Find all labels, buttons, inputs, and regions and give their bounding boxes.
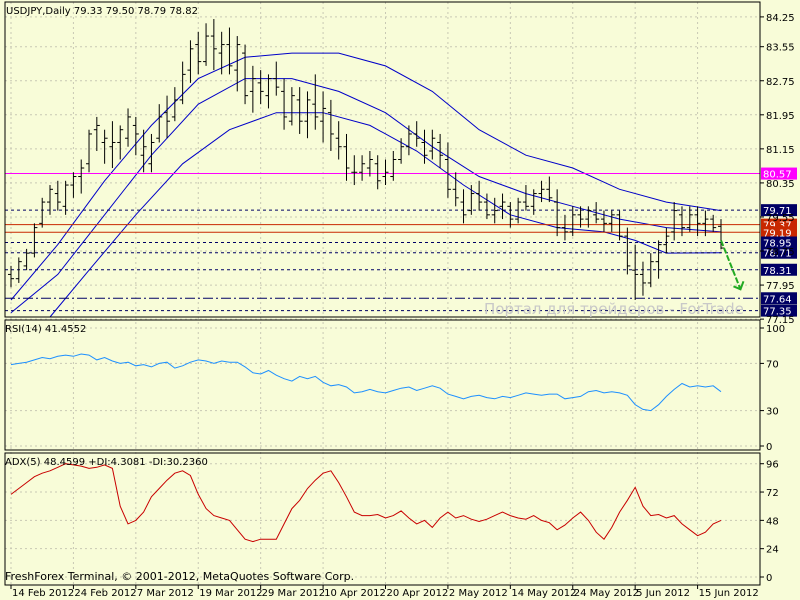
- x-tick-label: 15 Jun 2012: [699, 588, 759, 599]
- price-level-label: 78.95: [763, 239, 792, 250]
- x-tick-label: 20 Apr 2012: [387, 588, 449, 599]
- x-tick-label: 24 Feb 2012: [74, 588, 136, 599]
- rsi-tick-label: 0: [766, 442, 772, 453]
- x-tick-label: 19 Mar 2012: [199, 588, 262, 599]
- y-tick-label: 83.55: [766, 43, 795, 54]
- price-level-label-bg: [761, 263, 797, 276]
- rsi-tick-label: 70: [766, 359, 779, 370]
- price-level-label-bg: [761, 236, 797, 249]
- price-level-label: 80.57: [763, 170, 792, 181]
- x-tick-label: 14 Feb 2012: [12, 588, 74, 599]
- y-tick-label: 79.55: [766, 213, 795, 224]
- x-tick-label: 10 Apr 2012: [324, 588, 386, 599]
- envelope-middle-line: [10, 78, 722, 314]
- x-tick-label: 14 May 2012: [511, 588, 576, 599]
- footer-copyright: FreshForex Terminal, © 2001-2012, MetaQu…: [5, 570, 354, 583]
- adx-tick-label: 72: [766, 488, 779, 499]
- rsi-line: [10, 353, 722, 412]
- x-tick-label: 5 Jun 2012: [636, 588, 690, 599]
- price-level-label-bg: [761, 167, 797, 180]
- price-level-label: 79.19: [763, 228, 792, 239]
- x-tick-label: 24 May 2012: [574, 588, 639, 599]
- axes-layer: 14 Feb 2012 24 Feb 2012 7 Mar 2012 19 Mar 2…: [4, 1, 795, 599]
- x-tick-label: 7 Mar 2012: [137, 588, 194, 599]
- envelope-upper-line: [10, 52, 722, 301]
- y-tick-label: 77.95: [766, 281, 795, 292]
- panel-frame-1: [4, 1, 761, 318]
- price-level-label-bg: [761, 292, 797, 305]
- y-tick-label: 84.25: [766, 13, 795, 24]
- grid-layer: [5, 2, 760, 585]
- watermark-text: Портал для трейдеров - ForTrade: [484, 300, 744, 318]
- rsi-panel-header: RSI(14) 41.4552: [5, 324, 86, 335]
- forecast-arrow-head: [733, 280, 745, 291]
- rsi-tick-label: 30: [766, 407, 779, 418]
- price-level-label-bg: [761, 246, 797, 259]
- panel-frame-3: [4, 452, 761, 586]
- forecast-arrow-line: [720, 240, 742, 290]
- price-level-label: 77.35: [763, 307, 792, 318]
- panel-frame-2: [4, 319, 761, 451]
- rsi-panel: [10, 353, 722, 412]
- y-tick-label: 77.15: [766, 315, 795, 326]
- price-level-label-bg: [761, 204, 797, 217]
- y-tick-label: 80.35: [766, 179, 795, 190]
- price-level-label-bg: [761, 226, 797, 239]
- y-tick-label: 78.75: [766, 247, 795, 258]
- price-level-label: 79.71: [763, 206, 792, 217]
- main-panel-header: USDJPY,Daily 79.33 79.50 78.79 78.82: [6, 6, 198, 17]
- y-tick-label: 81.95: [766, 111, 795, 122]
- price-level-label: 77.64: [763, 294, 792, 305]
- adx-tick-label: 48: [766, 516, 779, 527]
- price-level-label: 78.31: [763, 266, 792, 277]
- price-level-label-bg: [761, 304, 797, 317]
- adx-panel-header: ADX(5) 48.4599 +DI:4.3081 -DI:30.2360: [5, 457, 208, 468]
- adx-tick-label: 0: [766, 573, 772, 584]
- price-level-label: 79.37: [763, 221, 792, 232]
- adx-line: [10, 463, 722, 543]
- price-level-label: 78.71: [763, 249, 792, 260]
- adx-panel: [10, 463, 722, 543]
- adx-tick-label: 96: [766, 460, 779, 471]
- rsi-tick-label: 100: [766, 324, 785, 335]
- x-tick-label: 29 Mar 2012: [262, 588, 325, 599]
- adx-tick-label: 24: [766, 545, 779, 556]
- x-tick-label: 2 May 2012: [449, 588, 508, 599]
- y-tick-label: 81.15: [766, 145, 795, 156]
- y-tick-label: 82.75: [766, 77, 795, 88]
